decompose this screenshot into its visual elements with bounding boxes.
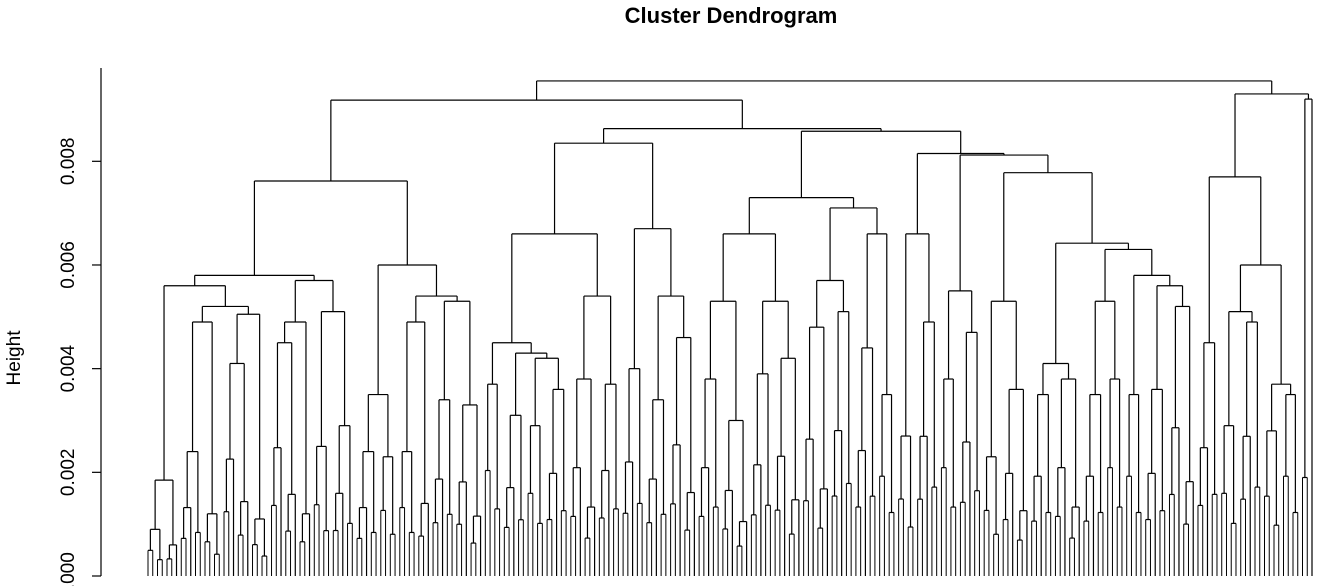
dendrogram-links	[147, 80, 1313, 576]
y-axis-label: Height	[4, 330, 25, 386]
chart-title: Cluster Dendrogram	[625, 3, 838, 28]
y-tick-label: 0.006	[58, 241, 79, 289]
y-tick-label: 0.000	[58, 552, 79, 586]
y-tick-label: 0.008	[58, 138, 79, 186]
y-axis: 0.000 0.002 0.004 0.006 0.008	[58, 68, 102, 586]
y-tick-label: 0.002	[58, 449, 79, 497]
y-tick-label: 0.004	[58, 344, 79, 392]
